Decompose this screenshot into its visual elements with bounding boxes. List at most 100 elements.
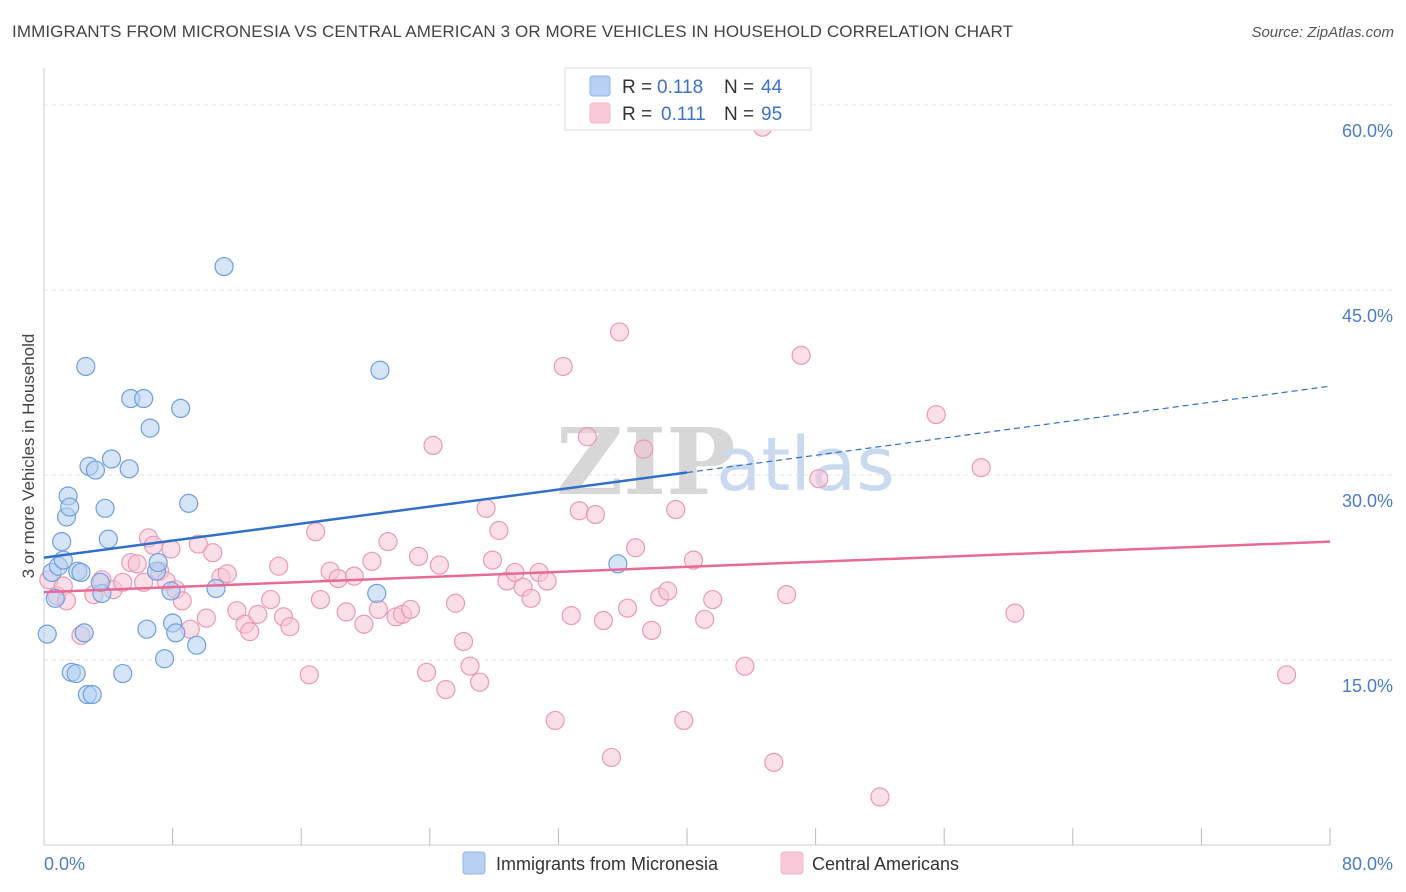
series-micronesia-points bbox=[37, 256, 628, 705]
central-americans-point-90 bbox=[809, 469, 829, 489]
central-americans-point-34 bbox=[306, 522, 326, 542]
central-americans-point-73 bbox=[609, 322, 630, 342]
x-ticks bbox=[172, 828, 1331, 845]
y-tick-label-60: 60.0% bbox=[1342, 121, 1393, 141]
y-tick-label-15: 15.0% bbox=[1342, 676, 1393, 696]
gridlines bbox=[44, 104, 1393, 661]
central-americans-point-30 bbox=[269, 556, 289, 576]
bottom-legend-swatch-micronesia bbox=[462, 851, 486, 875]
micronesia-point-38 bbox=[206, 578, 226, 599]
central-americans-point-66 bbox=[553, 356, 573, 377]
central-americans-point-37 bbox=[328, 568, 348, 589]
central-americans-point-46 bbox=[400, 599, 421, 620]
bottom-legend-label-central-americans: Central Americans bbox=[812, 854, 959, 874]
central-americans-point-87 bbox=[764, 752, 784, 772]
central-americans-point-42 bbox=[368, 599, 388, 620]
micronesia-point-34 bbox=[166, 623, 186, 643]
central-americans-point-21 bbox=[196, 608, 216, 628]
bottom-legend-swatch-central-americans bbox=[780, 851, 804, 875]
central-americans-point-69 bbox=[577, 427, 597, 447]
central-americans-point-84 bbox=[703, 589, 723, 610]
central-americans-point-39 bbox=[344, 566, 364, 586]
central-americans-point-64 bbox=[537, 571, 557, 591]
micronesia-point-27 bbox=[137, 619, 157, 639]
central-americans-point-67 bbox=[561, 605, 581, 626]
legend-n-label-2: N = bbox=[724, 104, 754, 125]
central-americans-point-10 bbox=[127, 554, 147, 574]
central-americans-point-95 bbox=[1276, 665, 1297, 685]
legend: R = 0.118 N = 44 R = 0.111 N = 95 bbox=[564, 67, 812, 131]
micronesia-point-4 bbox=[52, 531, 72, 552]
central-americans-point-8 bbox=[113, 572, 133, 592]
central-americans-point-35 bbox=[310, 589, 331, 610]
central-americans-point-53 bbox=[453, 631, 474, 652]
micronesia-point-20 bbox=[95, 498, 115, 518]
source-label: Source: ZipAtlas.com bbox=[1251, 24, 1394, 41]
y-tick-labels: 15.0% 30.0% 45.0% 60.0% bbox=[1342, 121, 1393, 696]
micronesia-point-18 bbox=[85, 460, 106, 480]
trend-line-central-americans bbox=[43, 540, 1331, 594]
y-tick-label-30: 30.0% bbox=[1342, 491, 1393, 511]
y-tick-label-45: 45.0% bbox=[1342, 306, 1393, 326]
micronesia-point-35 bbox=[171, 398, 191, 418]
legend-n-value-2: 95 bbox=[761, 104, 782, 125]
micronesia-point-17 bbox=[82, 684, 102, 705]
micronesia-point-2 bbox=[45, 588, 65, 608]
central-americans-point-76 bbox=[633, 439, 654, 459]
bottom-legend: Immigrants from Micronesia Central Ameri… bbox=[462, 851, 959, 875]
micronesia-point-28 bbox=[140, 418, 160, 438]
central-americans-point-82 bbox=[683, 550, 704, 570]
micronesia-point-43 bbox=[90, 572, 110, 592]
legend-n-label-1: N = bbox=[724, 77, 754, 98]
micronesia-point-23 bbox=[113, 663, 133, 684]
central-americans-point-91 bbox=[870, 787, 890, 807]
micronesia-point-31 bbox=[154, 649, 175, 669]
central-americans-point-51 bbox=[436, 679, 456, 700]
micronesia-point-37 bbox=[187, 635, 207, 655]
central-americans-point-49 bbox=[423, 435, 443, 455]
central-americans-point-24 bbox=[217, 564, 237, 584]
legend-swatch-micronesia bbox=[589, 75, 611, 97]
x-tick-label-min: 0.0% bbox=[44, 854, 85, 874]
trend-lines bbox=[43, 385, 1331, 594]
central-americans-point-80 bbox=[666, 499, 686, 520]
central-americans-point-32 bbox=[280, 617, 300, 637]
central-americans-point-71 bbox=[593, 610, 614, 631]
trend-line-micronesia bbox=[43, 471, 688, 559]
central-americans-point-79 bbox=[658, 581, 678, 601]
micronesia-point-39 bbox=[214, 256, 234, 277]
micronesia-point-24 bbox=[119, 459, 139, 479]
central-americans-point-20 bbox=[188, 534, 208, 554]
micronesia-point-14 bbox=[76, 356, 96, 377]
central-americans-point-55 bbox=[470, 672, 490, 692]
central-americans-point-68 bbox=[569, 501, 589, 521]
watermark-atlas: atlas bbox=[716, 422, 895, 508]
central-americans-point-11 bbox=[134, 572, 154, 592]
legend-r-label-1: R = bbox=[622, 77, 652, 98]
central-americans-point-40 bbox=[354, 614, 374, 634]
central-americans-point-89 bbox=[791, 345, 811, 365]
legend-r-label-2: R = bbox=[622, 104, 652, 125]
central-americans-point-81 bbox=[674, 710, 694, 731]
central-americans-point-58 bbox=[489, 520, 509, 541]
micronesia-point-40 bbox=[367, 583, 387, 604]
central-americans-point-22 bbox=[203, 543, 223, 563]
legend-swatch-central-americans bbox=[589, 102, 611, 124]
central-americans-point-57 bbox=[482, 550, 503, 570]
central-americans-point-41 bbox=[362, 551, 382, 571]
central-americans-point-33 bbox=[299, 665, 319, 685]
central-americans-point-70 bbox=[585, 504, 605, 525]
central-americans-point-88 bbox=[777, 585, 797, 605]
central-americans-point-27 bbox=[240, 622, 260, 642]
watermark: ZIP atlas bbox=[556, 408, 895, 516]
central-americans-point-85 bbox=[735, 656, 755, 676]
central-americans-point-50 bbox=[429, 555, 450, 575]
micronesia-point-32 bbox=[161, 581, 181, 601]
central-americans-point-47 bbox=[408, 546, 429, 567]
central-americans-point-74 bbox=[617, 598, 638, 618]
central-americans-point-48 bbox=[416, 662, 437, 682]
micronesia-point-10 bbox=[66, 663, 86, 684]
central-americans-point-65 bbox=[545, 710, 565, 731]
central-americans-point-75 bbox=[625, 538, 646, 558]
